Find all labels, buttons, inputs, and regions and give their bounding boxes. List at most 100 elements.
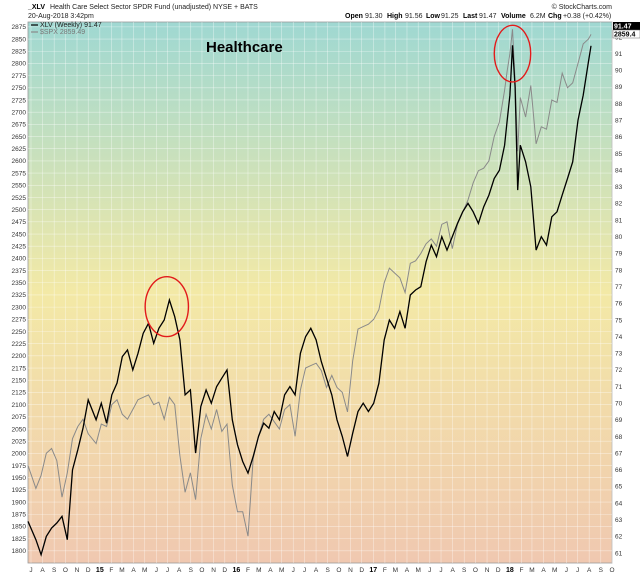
left-tick-label: 2075 [12,414,27,421]
right-tick-label: 62 [615,534,623,541]
left-tick-label: 2425 [12,243,27,250]
x-tick-label: A [268,567,273,574]
left-tick-label: 1925 [12,487,27,494]
right-tick-label: 81 [615,217,623,224]
chg-value: +0.38 (+0.42%) [563,13,611,20]
x-tick-label: F [519,567,523,574]
x-tick-label: A [541,567,546,574]
right-tick-label: 88 [615,101,623,108]
x-tick-label: M [393,567,398,574]
x-tick-label: D [86,567,91,574]
x-tick-label: J [439,567,442,574]
x-tick-label: J [565,567,568,574]
right-tick-label: 87 [615,118,623,125]
right-tick-label: 85 [615,151,623,158]
x-tick-label: J [428,567,431,574]
right-tick-label: 84 [615,167,623,174]
right-tick-label: 65 [615,484,623,491]
x-tick-label: D [359,567,364,574]
x-tick-label: N [211,567,216,574]
x-tick-label: N [75,567,80,574]
left-tick-label: 1975 [12,463,27,470]
last-tag-xlv-box [613,22,640,30]
left-tick-label: 2625 [12,146,27,153]
annotations [144,24,532,338]
left-tick-label: 2300 [12,304,27,311]
right-tick-label: 90 [615,68,623,75]
x-tick-label: O [473,567,478,574]
x-tick-label: S [52,567,57,574]
left-tick-label: 2025 [12,438,27,445]
right-tick-label: 72 [615,367,623,374]
plot-area [27,21,613,564]
x-tick-label: M [142,567,147,574]
x-tick-label: M [256,567,261,574]
x-tick-label: D [496,567,501,574]
right-tick-label: 66 [615,467,623,474]
x-tick-label: O [609,567,614,574]
left-tick-label: 2725 [12,97,27,104]
x-tick-label: O [199,567,204,574]
x-tick-label: M [279,567,284,574]
x-tick-label: N [348,567,353,574]
x-tick-label: J [292,567,295,574]
open-label: Open [345,13,363,20]
x-tick-label: J [29,567,32,574]
right-tick-label: 78 [615,267,623,274]
x-tick-label: 18 [506,567,514,574]
high-label: High [387,13,403,20]
x-tick-label: N [485,567,490,574]
left-tick-label: 2875 [12,24,27,31]
x-tick-label: J [576,567,579,574]
right-tick-label: 86 [615,134,623,141]
right-tick-label: 73 [615,351,623,358]
x-tick-label: A [405,567,410,574]
left-tick-label: 2850 [12,36,27,43]
symbol-label: _XLV [27,4,45,11]
right-tick-label: 82 [615,201,623,208]
right-tick-label: 79 [615,251,623,258]
left-tick-label: 2750 [12,85,27,92]
x-tick-label: A [177,567,182,574]
low-label: Low [426,13,441,20]
x-tick-label: J [155,567,158,574]
x-tick-label: M [552,567,557,574]
left-tick-label: 2000 [12,451,27,458]
left-tick-label: 2450 [12,231,27,238]
left-tick-label: 2550 [12,183,27,190]
x-tick-label: O [336,567,341,574]
left-tick-label: 2775 [12,73,27,80]
low-value: 91.25 [441,13,459,20]
left-tick-label: 2575 [12,170,27,177]
annotation-circle [144,275,190,338]
x-tick-label: M [529,567,534,574]
left-tick-label: 2050 [12,426,27,433]
last-tag-xlv: 91.47 [614,24,632,31]
left-tick-label: 2800 [12,61,27,68]
left-tick-label: 2650 [12,134,27,141]
last-tag-spx-box [612,29,640,39]
right-tick-label: 68 [615,434,623,441]
x-tick-label: S [325,567,330,574]
legend: XLV (Weekly) 91.47 $SPX 2859.49 [31,22,102,36]
left-tick-label: 2250 [12,329,27,336]
open-value: 91.30 [365,13,383,20]
right-tick-label: 77 [615,284,623,291]
left-tick-label: 1950 [12,475,27,482]
right-tick-label: 63 [615,517,623,524]
left-tick-label: 1900 [12,499,27,506]
last-value: 91.47 [479,13,497,20]
left-tick-label: 2825 [12,49,27,56]
x-tick-label: J [166,567,169,574]
annotation-circle [493,24,532,83]
chart-title: Healthcare [206,39,283,56]
x-tick-label: M [415,567,420,574]
last-value-tags: 91.47 2859.4 [612,22,640,39]
x-axis: J A S O N D 15 F M A M J J A S O N D 16 F M A M J J A S O N D 17 F M A M J J… [29,567,614,574]
x-tick-label: S [189,567,194,574]
x-tick-label: A [587,567,592,574]
left-tick-label: 2350 [12,280,27,287]
x-tick-label: M [119,567,124,574]
legend-xlv: XLV (Weekly) 91.47 [40,22,102,29]
